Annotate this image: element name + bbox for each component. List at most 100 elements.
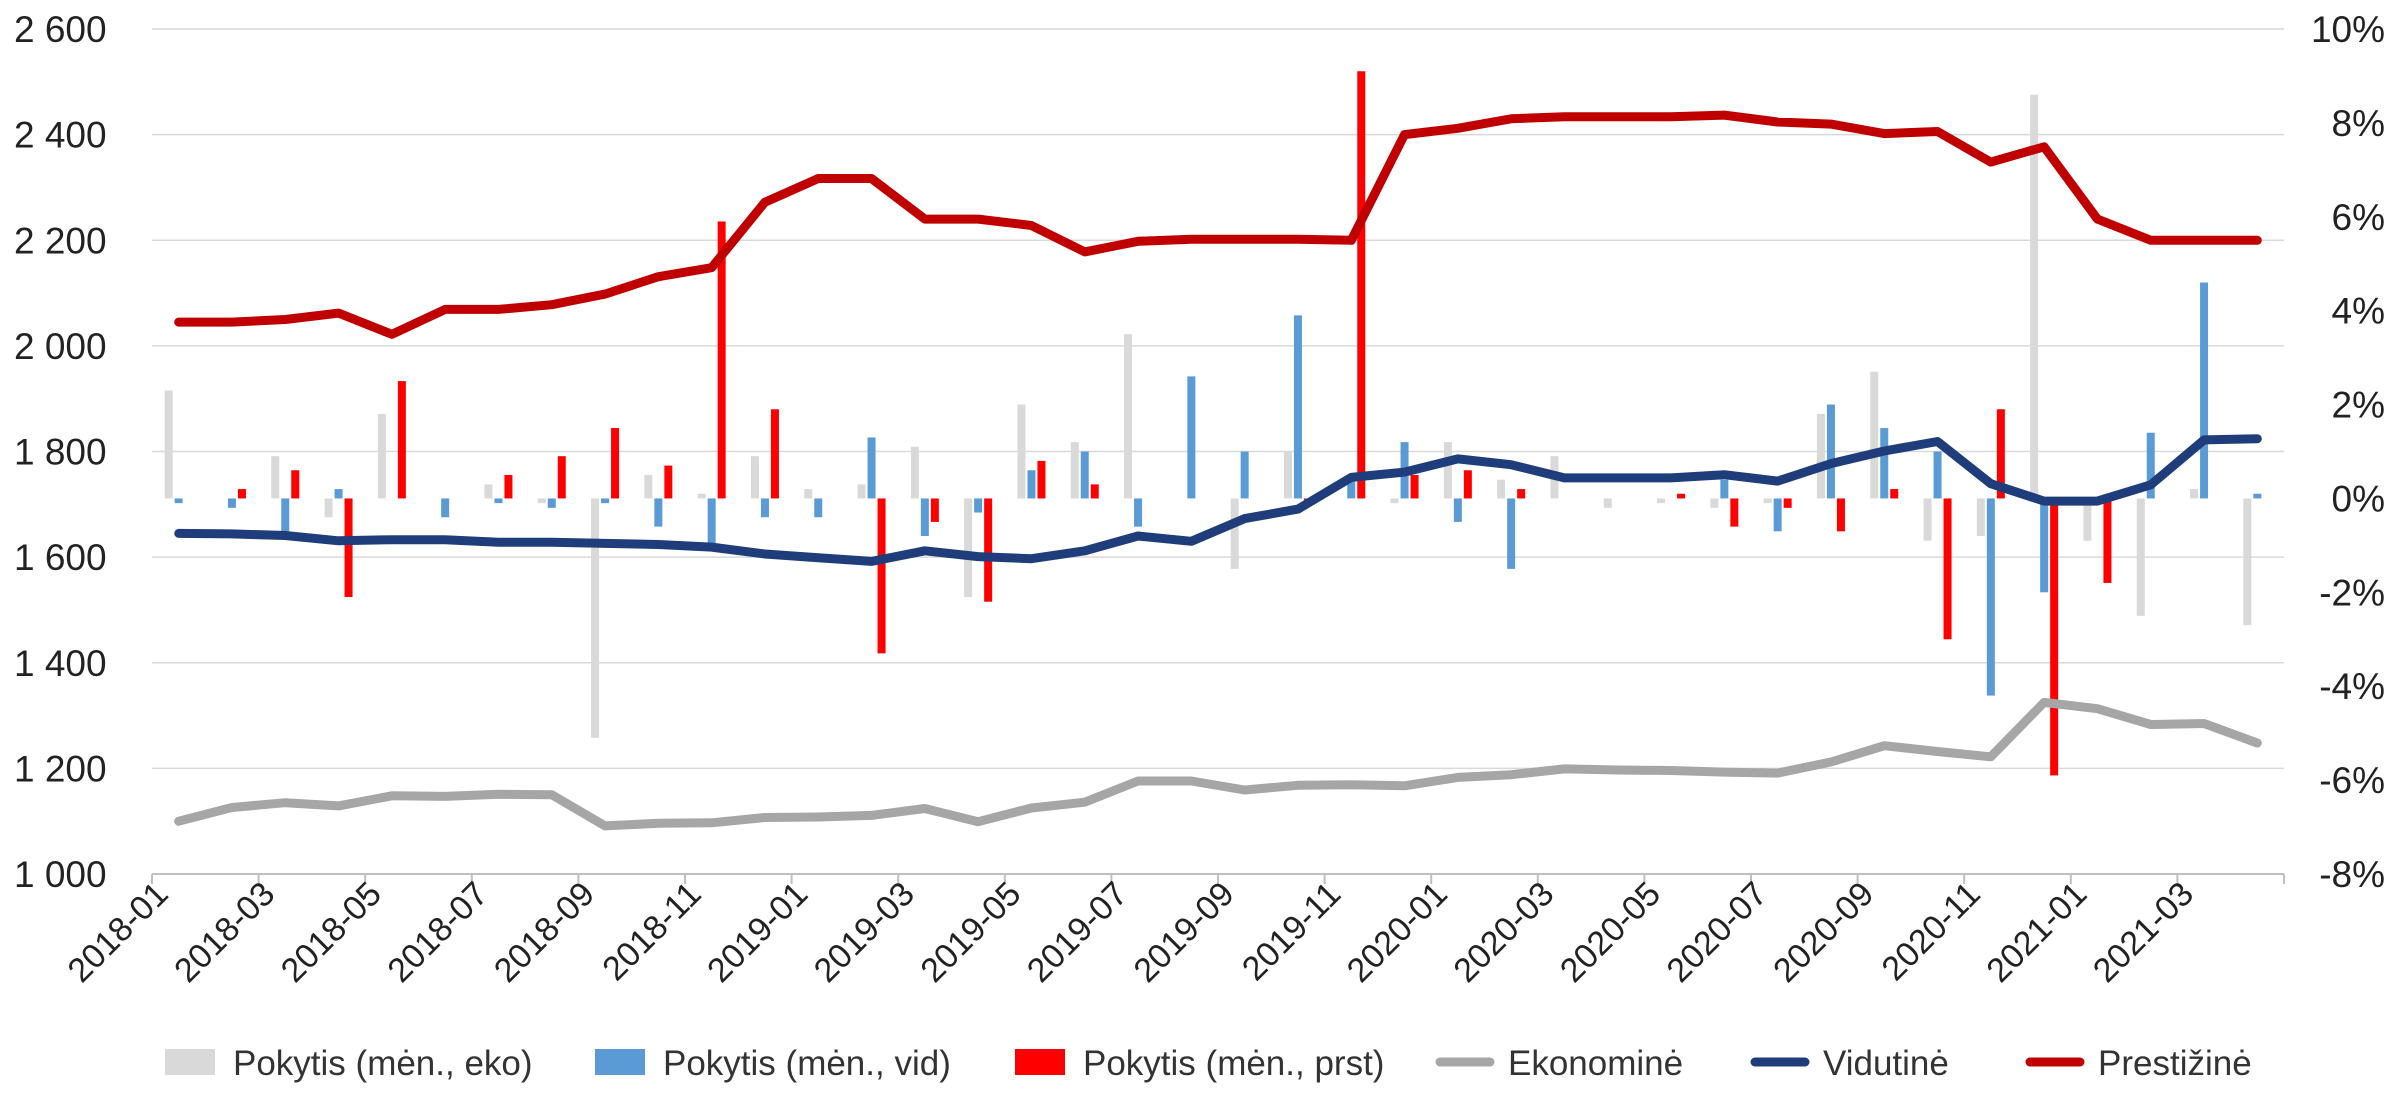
bar-prst bbox=[1463, 470, 1472, 499]
y-left-tick-label: 1 800 bbox=[14, 432, 107, 473]
bar-eko bbox=[2136, 498, 2145, 616]
bar-eko bbox=[1283, 451, 1292, 499]
y-right-tick-label: -6% bbox=[2319, 760, 2385, 801]
bar-eko bbox=[537, 498, 546, 504]
bar-prst bbox=[1517, 489, 1526, 499]
bar-vid bbox=[494, 498, 503, 504]
bar-eko bbox=[1070, 442, 1079, 499]
legend-item: Pokytis (mėn., vid) bbox=[595, 1044, 951, 1083]
y-left-tick-label: 2 200 bbox=[14, 220, 107, 261]
bar-vid bbox=[1507, 498, 1516, 569]
legend-item: Pokytis (mėn., eko) bbox=[165, 1044, 533, 1083]
bar-vid bbox=[1293, 315, 1302, 499]
bar-vid bbox=[1134, 498, 1143, 527]
bar-prst bbox=[1943, 498, 1952, 640]
bar-vid bbox=[1826, 404, 1835, 499]
x-tick-label: 2020-09 bbox=[1766, 875, 1881, 990]
x-tick-label: 2018-03 bbox=[167, 875, 282, 990]
legend-label: Vidutinė bbox=[1823, 1044, 1949, 1083]
bar-prst bbox=[237, 489, 246, 499]
bar-eko bbox=[857, 484, 866, 499]
axes bbox=[151, 873, 2285, 884]
line-series-group bbox=[174, 110, 2262, 831]
bar-eko bbox=[1124, 334, 1133, 499]
bar-prst bbox=[1037, 460, 1046, 499]
bar-prst bbox=[2050, 498, 2059, 776]
bar-vid bbox=[281, 498, 290, 532]
bar-prst bbox=[1090, 484, 1099, 499]
x-tick-label: 2021-01 bbox=[1979, 875, 2094, 990]
bar-vid bbox=[1240, 451, 1249, 499]
bar-eko bbox=[697, 493, 706, 499]
bar-eko bbox=[804, 489, 813, 499]
bar-prst bbox=[877, 498, 886, 654]
bar-vid bbox=[2253, 493, 2262, 499]
bar-vid bbox=[2040, 498, 2049, 593]
legend-swatch bbox=[595, 1049, 645, 1075]
bar-prst bbox=[1357, 71, 1366, 499]
legend-label: Prestižinė bbox=[2098, 1044, 2252, 1083]
legend-swatch bbox=[165, 1049, 215, 1075]
y-right-tick-label: 4% bbox=[2332, 291, 2385, 332]
legend-label: Pokytis (mėn., vid) bbox=[663, 1044, 951, 1083]
bar-eko bbox=[1923, 498, 1932, 541]
bar-eko bbox=[1657, 498, 1666, 504]
legend-item: Vidutinė bbox=[1750, 1044, 1949, 1083]
bar-vid bbox=[547, 498, 556, 508]
bar-eko bbox=[2083, 498, 2092, 541]
line-prestizine bbox=[174, 110, 2262, 339]
bar-vid bbox=[760, 498, 769, 518]
bar-prst bbox=[344, 498, 353, 598]
bar-vid bbox=[974, 498, 983, 513]
bar-vid bbox=[814, 498, 823, 518]
bar-vid bbox=[441, 498, 450, 518]
bar-vid bbox=[2200, 282, 2209, 499]
legend-label: Ekonominė bbox=[1508, 1044, 1683, 1083]
y-right-tick-label: 2% bbox=[2332, 385, 2385, 426]
bar-vid bbox=[1027, 470, 1036, 499]
y-left-tick-label: 2 400 bbox=[14, 115, 107, 156]
bar-prst bbox=[664, 465, 673, 499]
x-tick-label: 2020-07 bbox=[1660, 875, 1775, 990]
bar-prst bbox=[504, 474, 513, 499]
x-tick-label: 2020-05 bbox=[1553, 875, 1668, 990]
bar-eko bbox=[2030, 94, 2039, 499]
bar-eko bbox=[271, 456, 280, 499]
bar-eko bbox=[1443, 442, 1452, 499]
bar-eko bbox=[591, 498, 600, 738]
x-tick-label: 2019-09 bbox=[1127, 875, 1242, 990]
bar-vid bbox=[174, 498, 183, 504]
bar-vid bbox=[1933, 451, 1942, 499]
bar-vid bbox=[1187, 376, 1196, 499]
bar-prst bbox=[2103, 498, 2112, 583]
bar-vid bbox=[1347, 479, 1356, 499]
bar-prst bbox=[717, 221, 726, 499]
x-tick-label: 2021-03 bbox=[2086, 875, 2201, 990]
bar-vid bbox=[1080, 451, 1089, 499]
bar-eko bbox=[484, 484, 493, 499]
bar-prst bbox=[1890, 489, 1899, 499]
bar-eko bbox=[1390, 498, 1399, 504]
bar-eko bbox=[1710, 498, 1719, 508]
legend-item: Ekonominė bbox=[1435, 1044, 1683, 1083]
bar-eko bbox=[910, 446, 919, 499]
bar-eko bbox=[377, 413, 386, 499]
legend: Pokytis (mėn., eko) Pokytis (mėn., vid) Po… bbox=[165, 1044, 2252, 1083]
bar-vid bbox=[1773, 498, 1782, 532]
y-right-tick-label: -8% bbox=[2319, 854, 2385, 895]
y-right-tick-label: 10% bbox=[2311, 9, 2385, 50]
bar-prst bbox=[1410, 474, 1419, 499]
bar-prst bbox=[770, 409, 779, 499]
bar-eko bbox=[1603, 498, 1612, 508]
y-left-tick-label: 1 200 bbox=[14, 748, 107, 789]
bar-eko bbox=[1497, 479, 1506, 499]
bar-prst bbox=[984, 498, 993, 602]
legend-swatch bbox=[1015, 1049, 1065, 1075]
bar-prst bbox=[557, 456, 566, 499]
y-left-tick-label: 1 400 bbox=[14, 643, 107, 684]
bar-prst bbox=[1783, 498, 1792, 508]
bar-eko bbox=[1976, 498, 1985, 536]
bar-vid bbox=[920, 498, 929, 536]
y-left-tick-label: 2 600 bbox=[14, 9, 107, 50]
